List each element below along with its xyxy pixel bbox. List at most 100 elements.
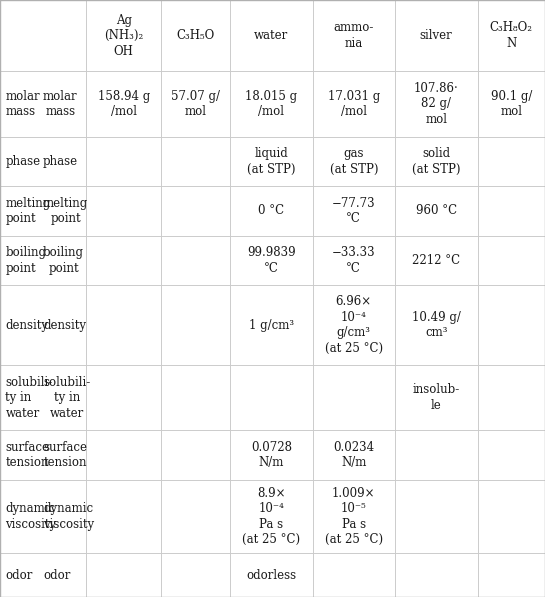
Bar (312, 553, 395, 597)
Text: C₃H₅O: C₃H₅O (177, 29, 215, 42)
Text: boiling
point: boiling point (43, 246, 84, 275)
Bar (0, 480, 86, 553)
Text: 17.031 g
/mol: 17.031 g /mol (328, 90, 380, 118)
Text: water: water (254, 29, 288, 42)
Bar (395, 236, 477, 285)
Bar (230, 285, 312, 365)
Bar (395, 285, 477, 365)
Bar (312, 430, 395, 480)
Bar (161, 236, 230, 285)
Bar (312, 236, 395, 285)
Bar (161, 137, 230, 186)
Text: melting
point: melting point (43, 196, 88, 225)
Bar (0, 71, 86, 137)
Bar (395, 137, 477, 186)
Bar (477, 186, 545, 236)
Text: density: density (5, 319, 49, 331)
Bar (395, 430, 477, 480)
Bar (0, 365, 86, 430)
Bar (0, 186, 86, 236)
Bar (86, 480, 161, 553)
Bar (477, 365, 545, 430)
Bar (395, 71, 477, 137)
Text: liquid
(at STP): liquid (at STP) (247, 147, 295, 176)
Bar (0, 236, 86, 285)
Text: 2212 °C: 2212 °C (412, 254, 461, 267)
Bar (312, 365, 395, 430)
Bar (230, 553, 312, 597)
Bar (0, 430, 86, 480)
Bar (86, 0, 161, 71)
Text: gas
(at STP): gas (at STP) (330, 147, 378, 176)
Bar (312, 285, 395, 365)
Text: density: density (43, 319, 86, 331)
Text: 0 °C: 0 °C (258, 204, 284, 217)
Bar (312, 0, 395, 71)
Bar (477, 0, 545, 71)
Bar (161, 71, 230, 137)
Text: 90.1 g/
mol: 90.1 g/ mol (490, 90, 532, 118)
Bar (161, 0, 230, 71)
Bar (395, 365, 477, 430)
Text: 18.015 g
/mol: 18.015 g /mol (245, 90, 298, 118)
Bar (86, 430, 161, 480)
Bar (477, 285, 545, 365)
Bar (477, 430, 545, 480)
Text: 0.0234
N/m: 0.0234 N/m (333, 441, 374, 469)
Bar (477, 553, 545, 597)
Bar (395, 186, 477, 236)
Bar (0, 553, 86, 597)
Text: dynamic
viscosity: dynamic viscosity (43, 503, 94, 531)
Bar (161, 285, 230, 365)
Text: molar
mass: molar mass (5, 90, 40, 118)
Bar (0, 430, 86, 480)
Bar (477, 236, 545, 285)
Text: 6.96×
10⁻⁴
g/cm³
(at 25 °C): 6.96× 10⁻⁴ g/cm³ (at 25 °C) (325, 296, 383, 355)
Text: −77.73
°C: −77.73 °C (332, 196, 376, 225)
Bar (86, 186, 161, 236)
Bar (230, 137, 312, 186)
Text: 57.07 g/
mol: 57.07 g/ mol (171, 90, 220, 118)
Text: odor: odor (5, 569, 33, 581)
Bar (0, 186, 86, 236)
Text: 8.9×
10⁻⁴
Pa s
(at 25 °C): 8.9× 10⁻⁴ Pa s (at 25 °C) (242, 487, 300, 546)
Bar (161, 480, 230, 553)
Bar (230, 186, 312, 236)
Bar (86, 71, 161, 137)
Text: 960 °C: 960 °C (416, 204, 457, 217)
Text: Ag
(NH₃)₂
OH: Ag (NH₃)₂ OH (104, 14, 143, 58)
Bar (0, 285, 86, 365)
Bar (161, 365, 230, 430)
Text: odor: odor (43, 569, 70, 581)
Bar (312, 71, 395, 137)
Bar (161, 430, 230, 480)
Text: molar
mass: molar mass (43, 90, 78, 118)
Text: surface
tension: surface tension (43, 441, 87, 469)
Bar (0, 236, 86, 285)
Text: dynamic
viscosity: dynamic viscosity (5, 503, 57, 531)
Text: silver: silver (420, 29, 453, 42)
Bar (477, 480, 545, 553)
Text: 99.9839
°C: 99.9839 °C (247, 246, 295, 275)
Bar (86, 137, 161, 186)
Text: boiling
point: boiling point (5, 246, 46, 275)
Text: melting
point: melting point (5, 196, 51, 225)
Bar (0, 553, 86, 597)
Text: ammo-
nia: ammo- nia (334, 21, 374, 50)
Bar (86, 236, 161, 285)
Bar (477, 71, 545, 137)
Text: odorless: odorless (246, 569, 296, 581)
Bar (0, 137, 86, 186)
Text: insolub-
le: insolub- le (413, 383, 460, 412)
Bar (0, 71, 86, 137)
Bar (0, 365, 86, 430)
Text: solubili-
ty in
water: solubili- ty in water (5, 376, 53, 420)
Bar (230, 236, 312, 285)
Text: surface
tension: surface tension (5, 441, 50, 469)
Text: phase: phase (43, 155, 78, 168)
Bar (477, 137, 545, 186)
Text: 1.009×
10⁻⁵
Pa s
(at 25 °C): 1.009× 10⁻⁵ Pa s (at 25 °C) (325, 487, 383, 546)
Bar (86, 365, 161, 430)
Bar (86, 285, 161, 365)
Bar (86, 553, 161, 597)
